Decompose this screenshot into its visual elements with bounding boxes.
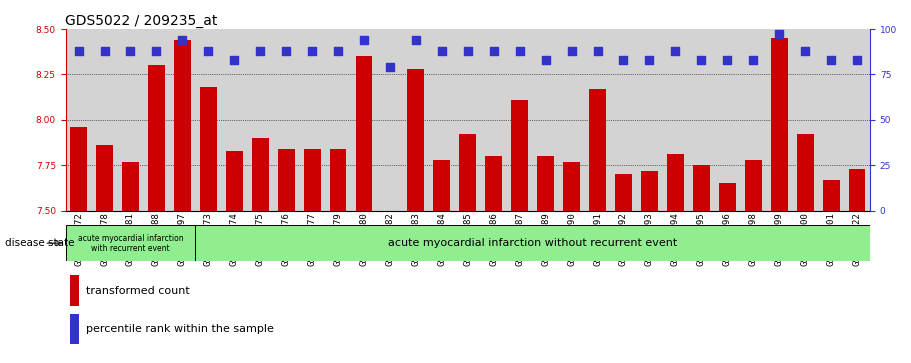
Bar [278,149,294,211]
Text: acute myocardial infarction without recurrent event: acute myocardial infarction without recu… [388,238,677,248]
Bar [226,151,242,211]
Point [227,57,241,63]
Bar [511,100,528,211]
FancyBboxPatch shape [66,225,195,261]
FancyBboxPatch shape [195,225,870,261]
Point [175,37,189,43]
Point [616,57,630,63]
Point [357,37,372,43]
Bar [96,145,113,211]
Bar [486,156,502,211]
Point [71,48,86,54]
Text: transformed count: transformed count [86,286,189,295]
Point [824,57,838,63]
Bar [69,314,79,344]
Point [668,48,682,54]
Point [772,32,786,37]
Bar [745,160,762,211]
Point [149,48,164,54]
Bar [148,65,165,211]
Point [331,48,345,54]
Point [383,64,397,70]
Bar [407,69,425,211]
Point [590,48,605,54]
Bar [303,149,321,211]
Point [538,57,553,63]
Point [123,48,138,54]
Bar [615,174,632,211]
Point [798,48,813,54]
Bar [563,162,580,211]
Bar [174,40,190,211]
Bar [771,38,788,211]
Point [435,48,449,54]
Point [460,48,476,54]
Bar [122,162,138,211]
Bar [70,127,87,211]
Bar [797,134,814,211]
Point [512,48,527,54]
Bar [589,89,606,211]
Point [746,57,761,63]
Point [486,48,501,54]
Bar [849,169,865,211]
Bar [693,165,710,211]
Point [720,57,734,63]
Bar [641,171,658,211]
Point [564,48,578,54]
Bar [69,276,79,306]
Bar [330,149,346,211]
Bar [355,56,373,211]
Bar [251,138,269,211]
Bar [823,180,840,211]
Text: GDS5022 / 209235_at: GDS5022 / 209235_at [65,14,217,28]
Bar [459,134,476,211]
Bar [434,160,450,211]
Point [694,57,709,63]
Bar [537,156,554,211]
Bar [719,183,736,211]
Bar [200,87,217,211]
Bar [667,154,684,211]
Point [850,57,865,63]
Point [97,48,112,54]
Text: acute myocardial infarction
with recurrent event: acute myocardial infarction with recurre… [77,233,183,253]
Point [409,37,424,43]
Point [201,48,216,54]
Text: percentile rank within the sample: percentile rank within the sample [86,324,273,334]
Text: disease state: disease state [5,238,74,248]
Point [253,48,268,54]
Point [305,48,320,54]
Point [279,48,293,54]
Point [642,57,657,63]
